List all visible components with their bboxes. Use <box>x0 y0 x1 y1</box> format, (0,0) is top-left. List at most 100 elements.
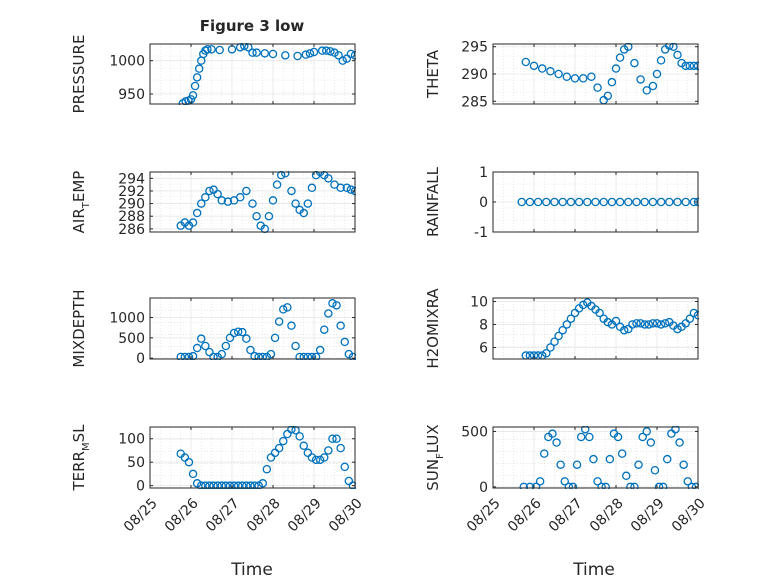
data-point <box>324 309 333 318</box>
data-point <box>295 352 304 360</box>
data-point <box>581 426 590 434</box>
y-tick-label: 294 <box>118 171 145 187</box>
data-point <box>638 432 647 442</box>
data-point <box>201 46 210 55</box>
data-point <box>646 438 656 447</box>
data-point <box>194 64 204 73</box>
data-point <box>591 197 600 207</box>
data-point <box>215 45 224 55</box>
x-axis-label-left: Time <box>230 560 273 580</box>
data-point <box>248 199 257 208</box>
data-points <box>517 197 699 207</box>
data-point <box>535 477 545 486</box>
data-point <box>240 43 249 51</box>
y-tick-label: 285 <box>461 94 488 110</box>
data-point <box>550 337 559 346</box>
data-point <box>309 47 319 57</box>
data-point <box>560 477 570 486</box>
x-tick-label: 08/26 <box>505 495 545 535</box>
data-points <box>521 43 699 105</box>
data-point <box>233 481 243 489</box>
data-point <box>589 454 598 464</box>
data-point <box>611 64 621 73</box>
data-point <box>196 199 206 208</box>
data-point <box>246 345 255 355</box>
data-point <box>554 69 563 79</box>
data-point <box>640 320 649 329</box>
data-point <box>348 481 356 489</box>
data-point <box>673 324 682 334</box>
data-point <box>217 196 226 205</box>
data-point <box>242 334 251 343</box>
data-point <box>188 91 198 100</box>
figure-title: Figure 3 low <box>200 17 305 35</box>
data-point <box>315 455 325 465</box>
data-point <box>531 482 541 489</box>
data-point <box>673 50 682 60</box>
data-point <box>636 75 645 84</box>
data-point <box>348 352 356 360</box>
data-point <box>332 434 341 443</box>
minor-grid <box>493 427 698 488</box>
data-point <box>615 53 625 62</box>
data-point <box>681 61 690 71</box>
y-tick-label: -1 <box>474 225 488 241</box>
data-point <box>287 186 296 196</box>
data-point <box>209 481 218 489</box>
y-axis-label: RAINFALL <box>424 166 442 237</box>
data-point <box>238 481 247 489</box>
data-point <box>599 95 608 105</box>
data-point <box>681 197 690 207</box>
data-point <box>260 49 270 58</box>
y-tick-label: 295 <box>461 40 488 56</box>
data-point <box>254 352 263 360</box>
data-point <box>605 454 615 464</box>
subplot-1: 950 1000 PRESSURE <box>70 35 356 113</box>
axes-box <box>149 297 356 360</box>
data-point <box>252 211 261 221</box>
y-tick-label: 8 <box>479 317 488 333</box>
data-point <box>258 479 267 488</box>
data-point <box>250 351 259 360</box>
y-axis-label: SUNFLUX <box>424 424 446 490</box>
data-point <box>344 476 354 486</box>
data-point <box>546 343 555 352</box>
data-point <box>180 352 190 360</box>
data-point <box>685 61 695 71</box>
data-point <box>270 333 280 343</box>
y-tick-label: 1000 <box>109 54 145 70</box>
data-point <box>546 67 555 76</box>
axes-box <box>149 426 356 489</box>
y-tick-label: 0 <box>136 351 145 367</box>
data-point <box>205 481 214 489</box>
data-point <box>205 347 214 357</box>
data-point <box>278 305 288 314</box>
data-points <box>176 171 356 233</box>
data-point <box>268 196 278 205</box>
data-point <box>578 74 588 83</box>
data-point <box>264 211 274 221</box>
data-point <box>550 197 559 207</box>
data-point <box>307 183 317 193</box>
major-grid <box>493 44 698 104</box>
data-point <box>665 43 674 50</box>
data-point <box>209 185 218 194</box>
data-point <box>537 64 547 73</box>
x-tick-label: 08/29 <box>285 495 325 535</box>
data-point <box>213 481 222 489</box>
data-point <box>642 427 652 436</box>
data-point <box>311 455 321 465</box>
data-point <box>301 50 311 59</box>
data-point <box>585 432 594 442</box>
data-point <box>334 51 343 60</box>
data-point <box>630 482 639 489</box>
data-point <box>521 57 531 67</box>
data-point <box>574 197 584 207</box>
y-tick-label: 0 <box>479 480 488 496</box>
data-point <box>217 349 226 359</box>
data-point <box>542 197 551 207</box>
data-point <box>611 316 621 326</box>
